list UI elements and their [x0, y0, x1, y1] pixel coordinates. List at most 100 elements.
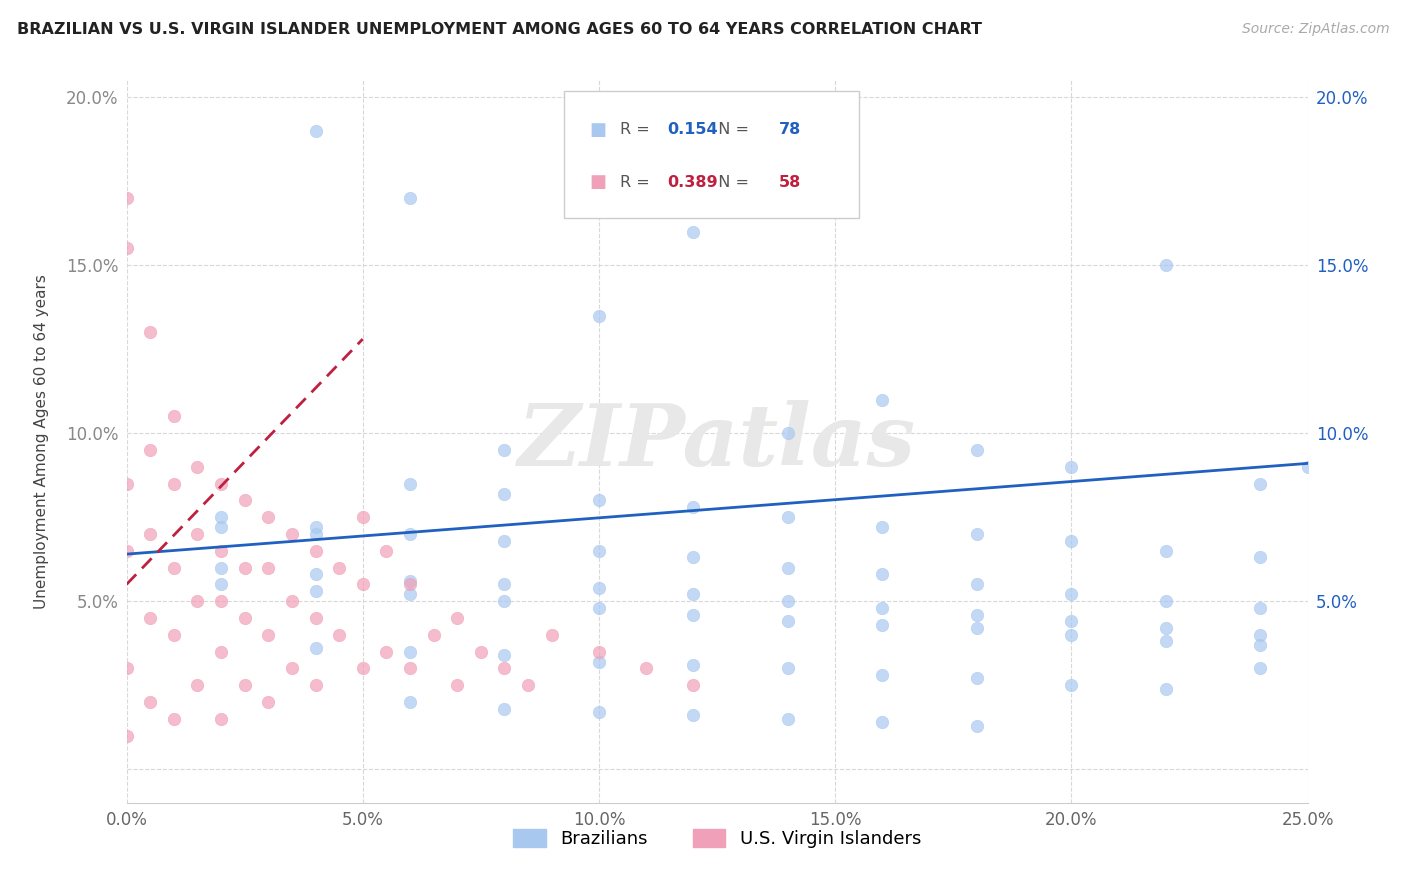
Point — [1154, 543, 1177, 558]
Point — [682, 587, 704, 601]
Point — [163, 628, 186, 642]
Point — [328, 560, 350, 574]
Point — [1060, 533, 1083, 548]
Point — [588, 655, 610, 669]
Point — [209, 594, 232, 608]
Point — [422, 628, 444, 642]
Text: BRAZILIAN VS U.S. VIRGIN ISLANDER UNEMPLOYMENT AMONG AGES 60 TO 64 YEARS CORRELA: BRAZILIAN VS U.S. VIRGIN ISLANDER UNEMPL… — [17, 22, 981, 37]
Text: 58: 58 — [779, 175, 801, 190]
Point — [1060, 459, 1083, 474]
Point — [1060, 587, 1083, 601]
Point — [233, 560, 256, 574]
Point — [209, 577, 232, 591]
Point — [872, 715, 894, 730]
Point — [1060, 678, 1083, 692]
Point — [494, 442, 516, 457]
Legend: Brazilians, U.S. Virgin Islanders: Brazilians, U.S. Virgin Islanders — [506, 822, 928, 855]
Point — [966, 718, 988, 732]
Point — [540, 628, 562, 642]
Point — [1154, 258, 1177, 272]
Text: 0.154: 0.154 — [668, 122, 718, 137]
Point — [115, 661, 138, 675]
Point — [304, 520, 326, 534]
Point — [209, 520, 232, 534]
Point — [588, 705, 610, 719]
Point — [494, 594, 516, 608]
Point — [1060, 628, 1083, 642]
Point — [304, 641, 326, 656]
Point — [115, 191, 138, 205]
Point — [257, 628, 280, 642]
Point — [304, 678, 326, 692]
Point — [517, 678, 540, 692]
Point — [304, 124, 326, 138]
Point — [139, 611, 162, 625]
Point — [186, 678, 208, 692]
Point — [1296, 459, 1319, 474]
Point — [682, 550, 704, 565]
Point — [399, 574, 422, 588]
Text: R =: R = — [620, 122, 655, 137]
Point — [588, 543, 610, 558]
Text: 0.389: 0.389 — [668, 175, 718, 190]
Point — [281, 527, 304, 541]
Text: ZIPatlas: ZIPatlas — [517, 400, 917, 483]
Point — [872, 392, 894, 407]
Point — [446, 678, 468, 692]
Point — [352, 661, 374, 675]
Point — [139, 442, 162, 457]
Text: N =: N = — [707, 122, 754, 137]
Point — [399, 476, 422, 491]
Point — [682, 658, 704, 673]
Point — [163, 476, 186, 491]
Text: 78: 78 — [779, 122, 801, 137]
Y-axis label: Unemployment Among Ages 60 to 64 years: Unemployment Among Ages 60 to 64 years — [34, 274, 49, 609]
Point — [776, 510, 799, 524]
Point — [304, 611, 326, 625]
Point — [115, 476, 138, 491]
Point — [115, 543, 138, 558]
Point — [588, 581, 610, 595]
Point — [163, 560, 186, 574]
Point — [494, 486, 516, 500]
Point — [1249, 661, 1271, 675]
Point — [257, 510, 280, 524]
Point — [776, 661, 799, 675]
Point — [352, 577, 374, 591]
Point — [257, 560, 280, 574]
Point — [399, 527, 422, 541]
Point — [399, 661, 422, 675]
Point — [399, 587, 422, 601]
Point — [257, 695, 280, 709]
Point — [494, 533, 516, 548]
Point — [1249, 600, 1271, 615]
Point — [163, 409, 186, 424]
Point — [304, 527, 326, 541]
Point — [1249, 550, 1271, 565]
Point — [1249, 476, 1271, 491]
Point — [1249, 638, 1271, 652]
Point — [304, 567, 326, 582]
Point — [399, 577, 422, 591]
Point — [776, 712, 799, 726]
Point — [872, 567, 894, 582]
Point — [776, 426, 799, 441]
Point — [776, 615, 799, 629]
FancyBboxPatch shape — [564, 91, 859, 218]
Point — [966, 442, 988, 457]
Point — [328, 628, 350, 642]
Point — [115, 729, 138, 743]
Point — [494, 648, 516, 662]
Point — [872, 600, 894, 615]
Point — [1154, 594, 1177, 608]
Point — [186, 527, 208, 541]
Point — [139, 326, 162, 340]
Point — [966, 621, 988, 635]
Point — [1154, 634, 1177, 648]
Point — [682, 225, 704, 239]
Point — [776, 560, 799, 574]
Point — [494, 702, 516, 716]
Point — [682, 678, 704, 692]
Point — [588, 644, 610, 658]
Point — [636, 661, 658, 675]
